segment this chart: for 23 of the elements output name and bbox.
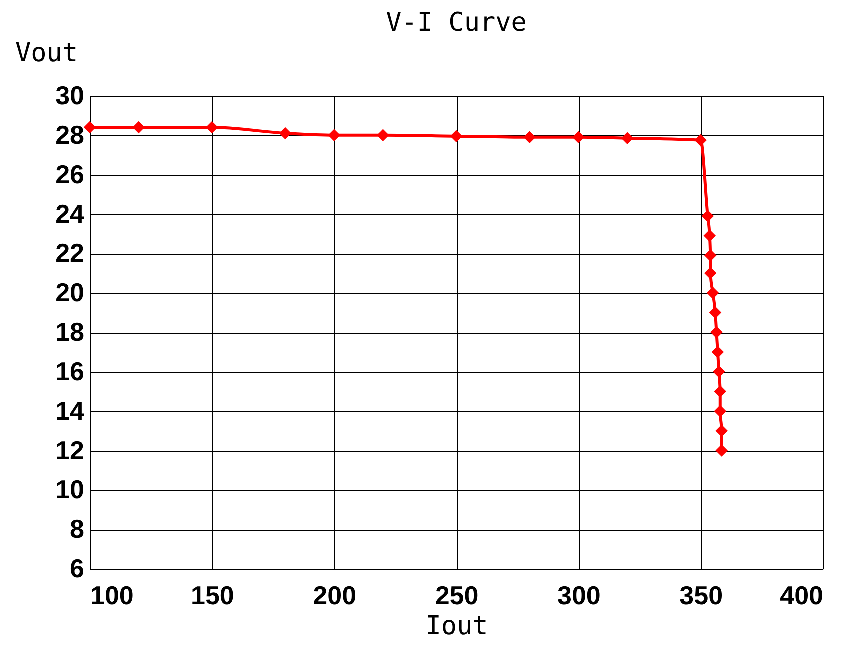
x-tick-label: 300 xyxy=(557,580,601,610)
y-tick-label: 20 xyxy=(56,278,84,308)
x-tick-label: 400 xyxy=(780,580,824,610)
x-tick-label: 350 xyxy=(680,580,724,610)
y-tick-label: 16 xyxy=(56,356,84,386)
y-tick-label: 6 xyxy=(70,554,84,584)
x-axis-title: Iout xyxy=(426,612,488,642)
y-tick-label: 24 xyxy=(56,198,86,229)
y-tick-label: 12 xyxy=(56,435,84,466)
y-tick-label: 18 xyxy=(56,317,84,347)
y-tick-label: 26 xyxy=(56,159,84,190)
chart-title: V-I Curve xyxy=(386,8,527,38)
y-tick-label: 28 xyxy=(56,120,84,150)
y-axis-title: Vout xyxy=(16,38,78,68)
y-tick-label: 10 xyxy=(56,474,84,505)
x-tick-label: 200 xyxy=(313,580,357,610)
x-tick-label: 250 xyxy=(435,580,479,610)
y-tick-label: 30 xyxy=(56,80,84,110)
x-tick-label: 150 xyxy=(190,580,234,610)
y-tick-label: 22 xyxy=(56,238,84,268)
y-tick-label: 8 xyxy=(70,514,84,544)
y-tick-label: 14 xyxy=(56,396,86,426)
x-tick-label: 100 xyxy=(90,580,134,610)
